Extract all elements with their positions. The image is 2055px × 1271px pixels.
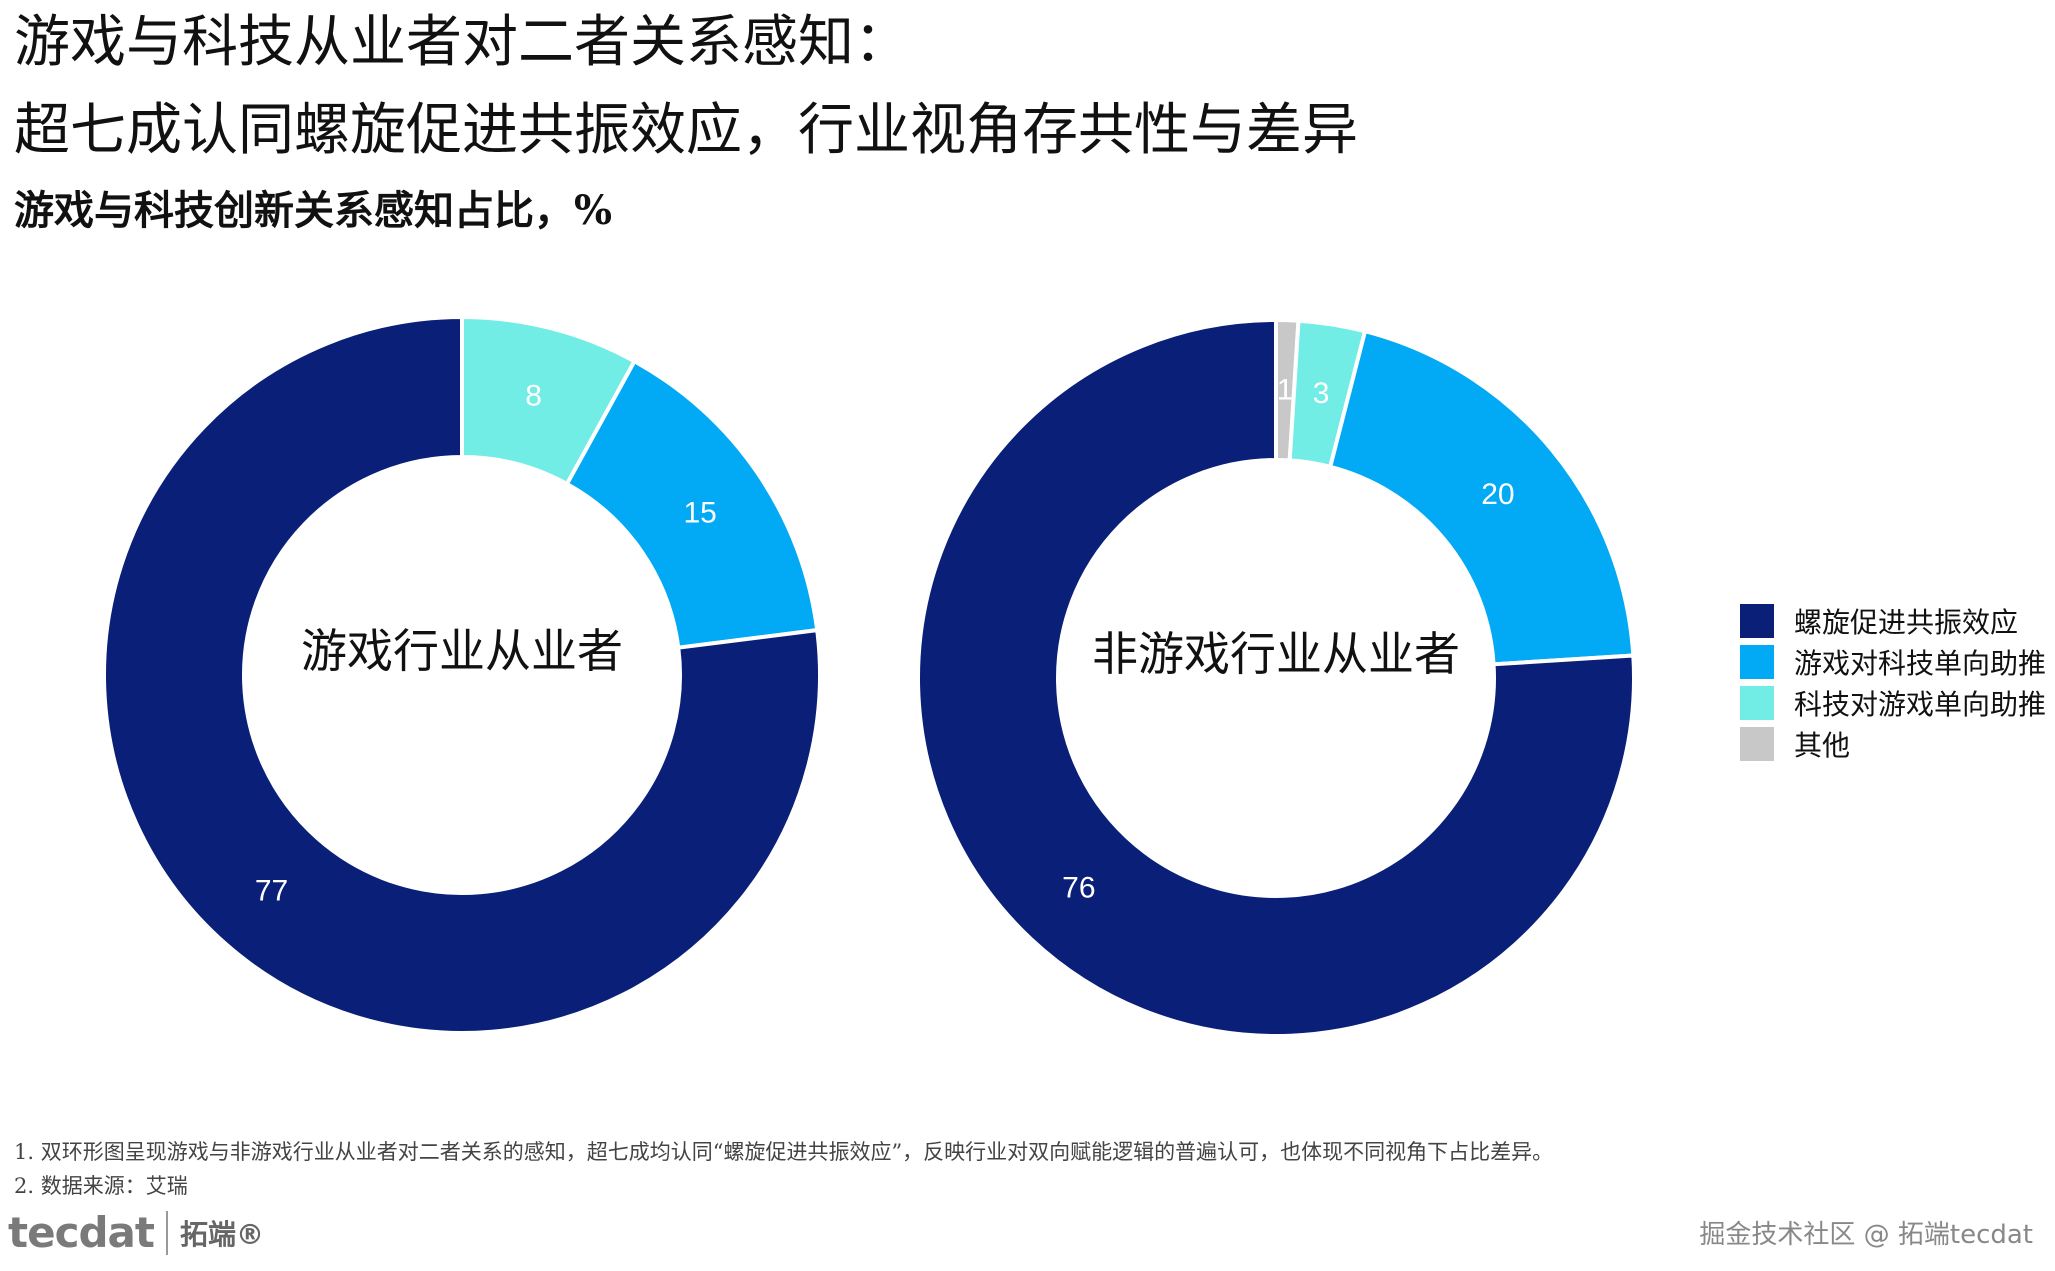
watermark: 掘金技术社区 @ 拓端tecdat [1699,1220,2033,1250]
slice-value-label: 8 [525,380,542,413]
footnote-1: 1. 双环形图呈现游戏与非游戏行业从业者对二者关系的感知，超七成均认同“螺旋促进… [14,1140,1554,1164]
legend-item: 科技对游戏单向助推 [1740,682,2046,723]
slice-value-label: 1 [1277,374,1294,407]
legend-label: 其他 [1794,728,1851,762]
chart-title-line-1: 游戏与科技从业者对二者关系感知： [14,10,910,75]
slice-value-label: 77 [255,875,288,908]
legend-swatch [1740,685,1774,720]
brand-logo: tecdat 拓端® [8,1208,264,1257]
donut-slice [102,314,822,1035]
legend-item: 其他 [1740,723,2046,764]
logo-divider [165,1210,168,1255]
legend-item: 游戏对科技单向助推 [1740,641,2046,682]
chart-subtitle: 游戏与科技创新关系感知占比，% [14,187,613,234]
legend-label: 螺旋促进共振效应 [1794,605,2019,639]
donut-slice [1327,328,1636,667]
legend-item: 螺旋促进共振效应 [1740,600,2046,641]
slice-value-label: 3 [1313,377,1330,410]
donut-center-label: 非游戏行业从业者 [1092,627,1460,681]
slice-value-label: 15 [684,497,717,530]
legend-label: 游戏对科技单向助推 [1794,646,2047,680]
footnote-2: 2. 数据来源：艾瑞 [14,1174,188,1198]
donut-slice [564,358,820,650]
chart-title-line-2: 超七成认同螺旋促进共振效应，行业视角存共性与差异 [14,98,1358,163]
legend: 螺旋促进共振效应 游戏对科技单向助推 科技对游戏单向助推 其他 [1740,600,2046,764]
donut-slice [916,317,1636,1038]
slice-value-label: 76 [1062,871,1095,904]
legend-label: 科技对游戏单向助推 [1794,687,2047,721]
legend-swatch [1740,726,1774,761]
legend-swatch [1740,644,1774,679]
donut-center-label: 游戏行业从业者 [301,624,623,678]
slice-value-label: 20 [1481,478,1514,511]
logo-name: 拓端® [179,1217,264,1251]
logo-mark: tecdat [8,1208,155,1257]
legend-swatch [1740,603,1774,638]
